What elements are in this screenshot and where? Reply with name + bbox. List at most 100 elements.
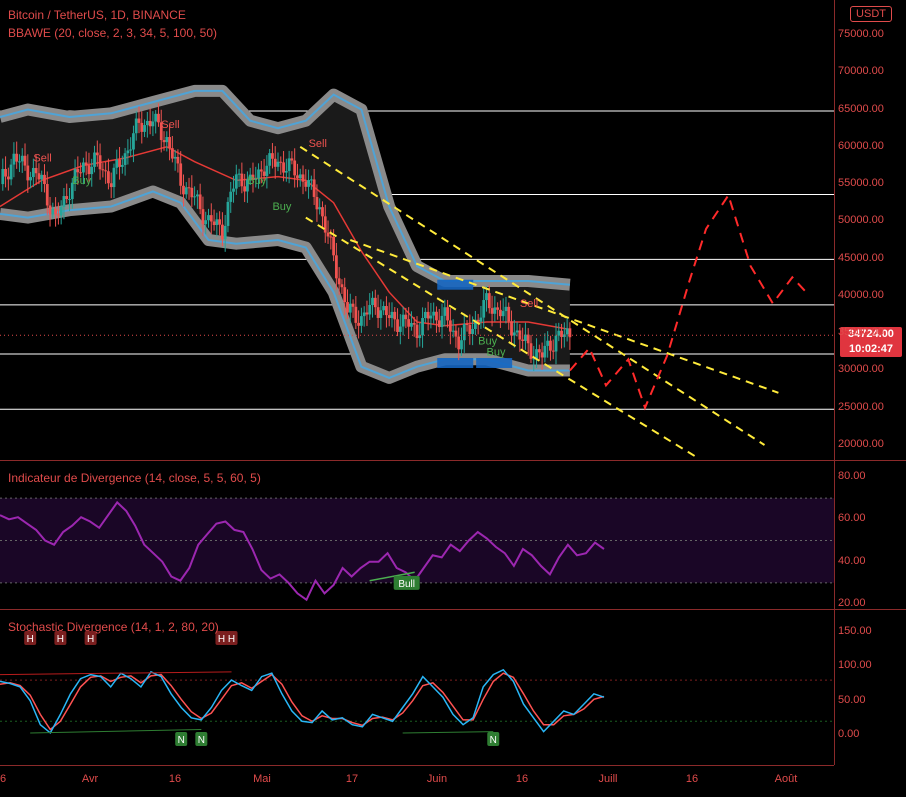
candle-body — [126, 150, 130, 154]
currency-badge[interactable]: USDT — [850, 6, 892, 22]
time-axis-tick: Juill — [599, 773, 618, 785]
signal-label-buy: Buy — [247, 175, 266, 187]
candle-body — [221, 224, 224, 240]
candle-body — [290, 158, 294, 161]
stoch-badge-label: H — [87, 634, 94, 645]
candle-body — [462, 323, 466, 341]
candle-body — [551, 350, 555, 352]
candle-body — [257, 169, 260, 179]
candle-body — [454, 330, 458, 337]
candle-body — [446, 307, 449, 321]
candle-body — [40, 174, 44, 180]
stoch-badge-label: N — [178, 735, 185, 746]
price-axis-tick: 25000.00 — [838, 400, 884, 413]
candle-body — [496, 307, 500, 310]
candle-body — [385, 306, 388, 316]
candle-body — [510, 321, 513, 336]
candle-body — [276, 161, 280, 167]
candle-body — [173, 156, 177, 159]
candle-body — [198, 194, 202, 210]
candle-body — [560, 330, 563, 337]
candle-body — [401, 314, 405, 327]
candle-body — [165, 137, 169, 143]
price-axis-tick: 75000.00 — [838, 28, 884, 40]
candle-body — [232, 188, 235, 192]
stoch-badge — [215, 631, 228, 645]
candle-body — [490, 308, 494, 314]
stochastic-axis-tick: 50.00 — [838, 693, 866, 706]
candle-body — [309, 179, 313, 181]
candle-body — [471, 328, 474, 334]
candle-body — [343, 287, 347, 303]
candle-body — [543, 345, 547, 358]
candle-body — [387, 315, 391, 318]
candle-body — [6, 176, 10, 180]
candle-body — [129, 149, 133, 151]
candle-body — [223, 225, 227, 240]
divergence-axis-tick: 60.00 — [838, 512, 866, 525]
candle-body — [515, 330, 519, 333]
candle-body — [287, 158, 291, 172]
candle-body — [329, 236, 333, 238]
candle-body — [23, 155, 27, 166]
candle-body — [279, 161, 283, 163]
stoch-badge — [84, 631, 97, 645]
candle-body — [145, 120, 149, 126]
candle-body — [568, 328, 572, 338]
candle-body — [382, 306, 386, 311]
trend-line — [349, 239, 779, 394]
time-axis-tick: 16 — [169, 773, 181, 785]
symbol-title: Bitcoin / TetherUS, 1D, BINANCE — [8, 8, 186, 22]
candle-body — [354, 306, 358, 323]
candle-body — [421, 317, 424, 336]
candle-body — [87, 165, 91, 175]
candle-body — [201, 209, 205, 225]
candle-body — [532, 358, 536, 360]
candle-body — [321, 207, 324, 217]
candle-body — [268, 153, 272, 166]
price-axis-tick: 35000.00 — [838, 326, 884, 339]
candle-body — [323, 216, 327, 233]
bear-divergence-line — [0, 671, 232, 676]
candle-body — [448, 320, 452, 332]
candle-body — [429, 315, 433, 319]
candle-body — [76, 169, 80, 173]
candle-body — [432, 311, 436, 316]
candle-body — [284, 171, 288, 173]
candle-body — [412, 323, 416, 325]
bull-stoch-divergence-line — [30, 729, 202, 734]
candle-body — [518, 330, 522, 340]
candle-body — [415, 324, 419, 339]
candle-body — [251, 174, 255, 180]
candle-body — [159, 122, 163, 141]
last-price-label: 34724.00 10:02:47 — [840, 327, 902, 357]
candle-body — [393, 311, 397, 320]
candle-body — [215, 219, 219, 226]
candle-body — [120, 164, 124, 167]
candle-body — [204, 220, 208, 225]
candle-body — [435, 311, 438, 321]
candle-body — [51, 208, 55, 215]
price-axis-tick: 70000.00 — [838, 65, 884, 78]
candle-body — [262, 171, 266, 176]
stoch-badge-label: N — [198, 735, 205, 746]
stoch-badge-label: N — [490, 735, 497, 746]
candle-body — [271, 153, 274, 159]
candle-body — [29, 177, 32, 181]
candle-body — [504, 306, 508, 312]
stochastic-k-line — [0, 668, 605, 735]
countdown-value: 10:02:47 — [848, 343, 894, 355]
bull-badge — [393, 575, 420, 590]
candle-body — [476, 319, 480, 322]
candle-body — [195, 194, 199, 197]
candle-body — [487, 293, 491, 309]
signal-label-buy: Buy — [72, 175, 91, 187]
candle-body — [20, 155, 24, 162]
stoch-badge — [195, 732, 208, 746]
candle-body — [410, 323, 413, 327]
candle-body — [218, 219, 222, 225]
candle-body — [237, 173, 241, 175]
signal-label-buy: Buy — [272, 201, 291, 213]
